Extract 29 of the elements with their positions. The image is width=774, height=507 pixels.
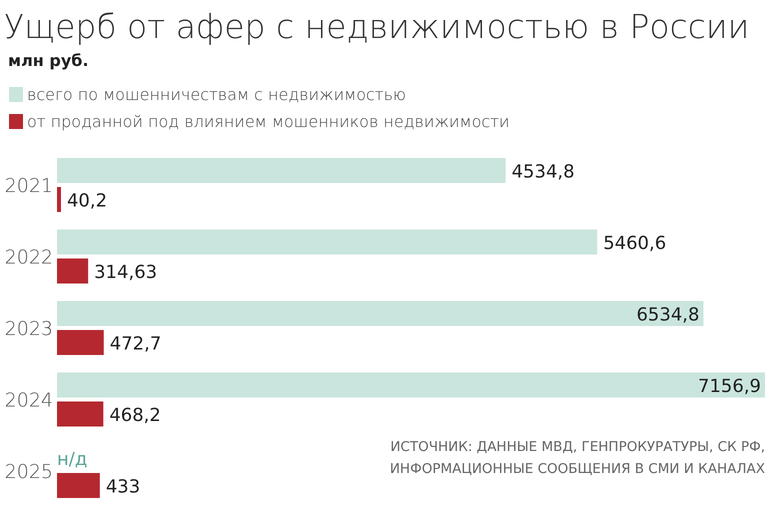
bar [57, 187, 61, 212]
bar [57, 258, 88, 284]
y-tick-label: 2025 [4, 461, 53, 483]
bar [57, 230, 598, 254]
y-tick-label: 2023 [4, 318, 53, 340]
data-label: 4534,8 [512, 162, 575, 182]
y-tick-label: 2022 [4, 246, 53, 268]
data-label: 472,7 [110, 334, 162, 354]
chart-subtitle: млн руб. [8, 51, 89, 70]
data-label: 7156,9 [698, 376, 761, 397]
bar [57, 330, 104, 355]
chart-title: Ущерб от афер с недвижимостью в России [4, 7, 750, 46]
data-label: 6534,8 [636, 304, 700, 326]
data-label: 314,63 [94, 262, 158, 283]
y-tick-label: 2021 [4, 175, 53, 197]
legend-label: всего по мошенничествам с недвижимостью [27, 85, 406, 104]
legend-label: от проданной под влиянием мошенников недвижимости [27, 112, 510, 131]
data-label: 433 [106, 476, 140, 498]
annotation: ИСТОЧНИК: ДАННЫЕ МВД, ГЕНПРОКУРАТУРЫ, СК РФ, ИНФОРМАЦИОННЫЕ СООБЩЕНИЯ В СМИ И КАНАЛАХ [390, 439, 765, 477]
bar [57, 372, 765, 398]
text: н/д [57, 449, 88, 470]
bar [57, 402, 104, 426]
bar [57, 473, 100, 498]
y-tick-label: 2024 [4, 390, 53, 412]
data-label: 468,2 [109, 405, 161, 426]
data-label: 5460,6 [603, 233, 666, 254]
bar [57, 158, 506, 183]
bar [57, 301, 704, 326]
data-label: 40,2 [66, 190, 108, 212]
